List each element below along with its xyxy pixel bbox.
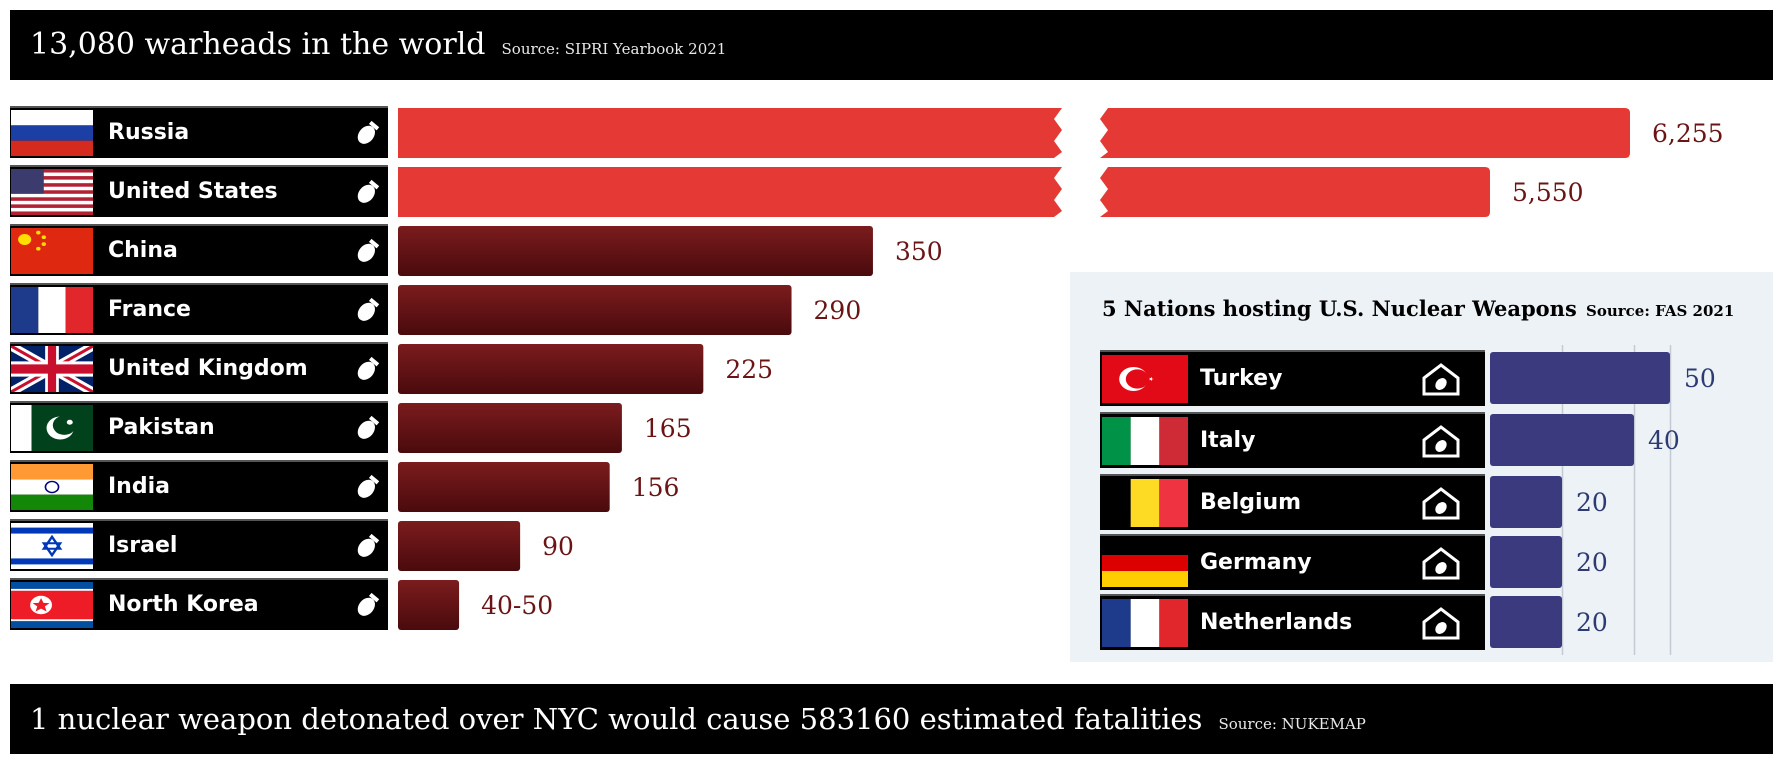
- bomb-icon: [357, 179, 380, 203]
- bar-russia-right: [1100, 108, 1630, 158]
- host-row-turkey: Turkey: [1100, 350, 1485, 406]
- value-label: 20: [1576, 488, 1608, 517]
- house-bomb-icon: [1422, 363, 1460, 396]
- footer-banner: 1 nuclear weapon detonated over NYC woul…: [10, 684, 1773, 754]
- india-flag-icon: [11, 464, 93, 510]
- value-label: 6,255: [1652, 119, 1724, 148]
- netherlands-flag-icon: [1102, 599, 1188, 647]
- inset-source: Source: FAS 2021: [1586, 302, 1735, 320]
- bar-united-states-right: [1100, 167, 1490, 217]
- value-label: 350: [895, 237, 943, 266]
- country-row-israel: Israel: [10, 519, 388, 571]
- inset-title: 5 Nations hosting U.S. Nuclear Weapons: [1102, 296, 1577, 321]
- north-korea-flag-icon: [11, 582, 93, 628]
- house-bomb-icon: [1422, 547, 1460, 580]
- pakistan-flag-icon: [11, 405, 93, 451]
- bar-united-states-left: [398, 167, 1062, 217]
- country-label: Netherlands: [1200, 610, 1353, 635]
- bar-germany: [1490, 536, 1562, 588]
- country-label: Pakistan: [108, 415, 215, 440]
- value-label: 290: [814, 296, 862, 325]
- country-label: United Kingdom: [108, 356, 308, 381]
- value-label: 225: [725, 355, 773, 384]
- country-row-russia: Russia: [10, 106, 388, 158]
- host-row-italy: Italy: [1100, 412, 1485, 468]
- country-row-china: China: [10, 224, 388, 276]
- house-bomb-icon: [1422, 607, 1460, 640]
- title-banner: 13,080 warheads in the world Source: SIP…: [10, 10, 1773, 80]
- country-label: Russia: [108, 120, 190, 145]
- bomb-icon: [357, 238, 380, 262]
- value-label: 50: [1684, 364, 1716, 393]
- country-row-united-states: United States: [10, 165, 388, 217]
- chart-title: 13,080 warheads in the world: [30, 27, 486, 62]
- value-label: 5,550: [1512, 178, 1584, 207]
- bar-israel: [398, 521, 521, 571]
- bomb-icon: [357, 533, 380, 557]
- russia-flag-icon: [11, 110, 93, 156]
- bar-italy: [1490, 414, 1634, 466]
- host-row-belgium: Belgium: [1100, 474, 1485, 530]
- country-label: France: [108, 297, 191, 322]
- bar-netherlands: [1490, 596, 1562, 648]
- country-label: United States: [108, 179, 278, 204]
- country-label: Italy: [1200, 428, 1256, 453]
- host-row-netherlands: Netherlands: [1100, 594, 1485, 650]
- country-label: Turkey: [1200, 366, 1283, 391]
- turkey-flag-icon: [1102, 355, 1188, 403]
- bar-france: [398, 285, 792, 335]
- bomb-icon: [357, 474, 380, 498]
- bomb-icon: [357, 415, 380, 439]
- country-row-india: India: [10, 460, 388, 512]
- house-bomb-icon: [1422, 425, 1460, 458]
- bar-pakistan: [398, 403, 622, 453]
- country-row-united-kingdom: United Kingdom: [10, 342, 388, 394]
- israel-flag-icon: [11, 523, 93, 569]
- value-label: 165: [644, 414, 692, 443]
- country-label: India: [108, 474, 170, 499]
- value-label: 20: [1576, 548, 1608, 577]
- value-label: 40-50: [481, 591, 553, 620]
- bar-belgium: [1490, 476, 1562, 528]
- united-states-flag-icon: [11, 169, 93, 215]
- value-label: 156: [632, 473, 680, 502]
- country-row-north-korea: North Korea: [10, 578, 388, 630]
- country-label: Germany: [1200, 550, 1312, 575]
- value-label: 20: [1576, 608, 1608, 637]
- bomb-icon: [357, 356, 380, 380]
- country-label: China: [108, 238, 178, 263]
- country-row-pakistan: Pakistan: [10, 401, 388, 453]
- value-label: 40: [1648, 426, 1680, 455]
- france-flag-icon: [11, 287, 93, 333]
- italy-flag-icon: [1102, 417, 1188, 465]
- bomb-icon: [357, 297, 380, 321]
- country-label: Belgium: [1200, 490, 1302, 515]
- belgium-flag-icon: [1102, 479, 1188, 527]
- bar-russia-left: [398, 108, 1062, 158]
- country-label: North Korea: [108, 592, 259, 617]
- footer-source: Source: NUKEMAP: [1218, 715, 1366, 733]
- bar-turkey: [1490, 352, 1670, 404]
- country-label: Israel: [108, 533, 178, 558]
- bar-china: [398, 226, 873, 276]
- country-row-france: France: [10, 283, 388, 335]
- house-bomb-icon: [1422, 487, 1460, 520]
- china-flag-icon: [11, 228, 93, 274]
- host-row-germany: Germany: [1100, 534, 1485, 590]
- bar-india: [398, 462, 610, 512]
- united-kingdom-flag-icon: [11, 346, 93, 392]
- bar-north-korea: [398, 580, 460, 630]
- chart-source: Source: SIPRI Yearbook 2021: [501, 40, 727, 58]
- footer-title: 1 nuclear weapon detonated over NYC woul…: [30, 702, 1203, 736]
- bomb-icon: [357, 592, 380, 616]
- bomb-icon: [357, 120, 380, 144]
- value-label: 90: [542, 532, 574, 561]
- bar-united-kingdom: [398, 344, 704, 394]
- germany-flag-icon: [1102, 539, 1188, 587]
